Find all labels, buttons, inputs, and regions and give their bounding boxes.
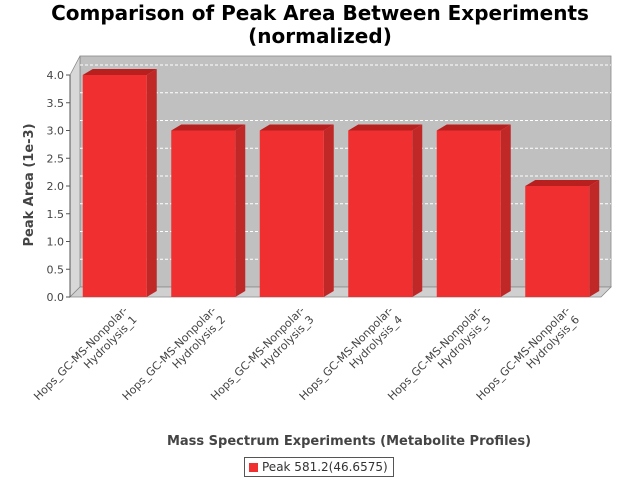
y-axis-label: Peak Area (1e-3) xyxy=(22,123,37,246)
bars xyxy=(82,69,600,297)
bar-front xyxy=(171,130,236,297)
y-tick-label: 3.0 xyxy=(47,125,65,138)
y-tick-label: 2.5 xyxy=(47,152,65,165)
chart-title: Comparison of Peak Area Between Experime… xyxy=(0,2,640,48)
bar-front xyxy=(525,186,590,297)
bar-top xyxy=(82,69,157,75)
bar-top xyxy=(348,124,423,131)
bar xyxy=(348,124,423,297)
bar-side xyxy=(146,69,157,297)
y-tick-label: 1.0 xyxy=(47,236,65,249)
bar-side xyxy=(412,124,423,297)
chart-title-line-1: Comparison of Peak Area Between Experime… xyxy=(51,1,589,25)
bar-top xyxy=(525,180,600,186)
bar-side xyxy=(323,124,334,297)
y-tick-label: 0.0 xyxy=(47,291,65,304)
bar-front xyxy=(259,130,324,297)
x-axis: Hops_GC-MS-Nonpolar-Hydrolysis_1Hops_GC-… xyxy=(31,304,582,403)
legend-label: Peak 581.2(46.6575) xyxy=(262,460,388,474)
y-tick-label: 3.5 xyxy=(47,97,65,110)
bar xyxy=(171,124,246,297)
y-tick-label: 1.5 xyxy=(47,208,65,221)
bar-top xyxy=(259,124,334,131)
bar xyxy=(525,180,600,297)
bar-front xyxy=(82,75,147,297)
plot-left-wall xyxy=(69,55,81,298)
x-axis-label: Mass Spectrum Experiments (Metabolite Pr… xyxy=(167,434,531,449)
bar-top xyxy=(436,124,511,131)
chart-title-line-2: (normalized) xyxy=(248,24,392,48)
y-tick-label: 0.5 xyxy=(47,263,65,276)
bar xyxy=(436,124,511,297)
plot-back-panel xyxy=(79,55,612,288)
bar xyxy=(82,69,157,297)
bar-front xyxy=(348,130,413,297)
bar-top xyxy=(171,124,246,131)
y-tick-label: 2.0 xyxy=(47,180,65,193)
bar-front xyxy=(436,130,501,297)
bar-side xyxy=(235,124,246,297)
bar-side xyxy=(500,124,511,297)
bar-side xyxy=(589,180,600,297)
legend-swatch xyxy=(249,462,258,472)
y-axis: 0.0 0.5 1.0 1.5 2.0 2.5 3.0 3.5 4.0 xyxy=(47,69,71,304)
y-tick-label: 4.0 xyxy=(47,69,65,82)
legend: Peak 581.2(46.6575) xyxy=(244,457,394,477)
bar xyxy=(259,124,334,297)
